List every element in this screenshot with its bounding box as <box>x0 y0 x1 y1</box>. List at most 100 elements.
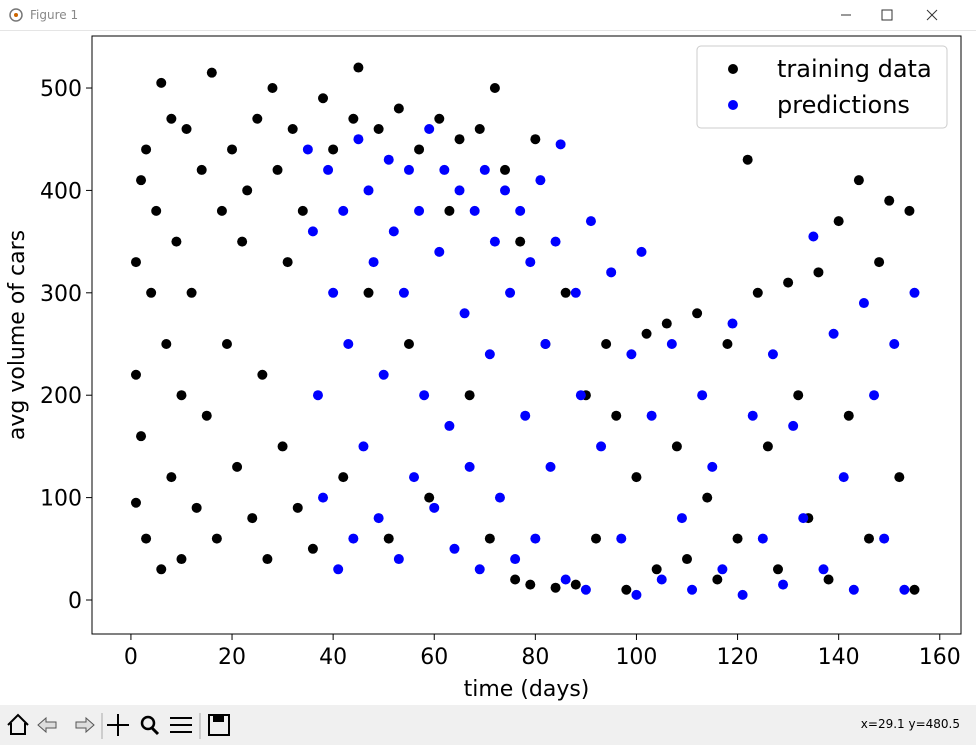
data-point <box>848 584 859 595</box>
data-point <box>454 134 465 145</box>
data-point <box>535 175 546 186</box>
data-point <box>237 236 248 247</box>
data-point <box>257 369 268 380</box>
data-point <box>403 164 414 175</box>
data-point <box>520 410 531 421</box>
data-point <box>479 164 490 175</box>
data-point <box>348 113 359 124</box>
data-point <box>651 564 662 575</box>
data-point <box>328 287 339 298</box>
data-point <box>383 154 394 165</box>
data-point <box>474 123 485 134</box>
data-point <box>737 589 748 600</box>
data-point <box>328 144 339 155</box>
data-point <box>307 226 318 237</box>
data-point <box>449 543 460 554</box>
data-point <box>560 287 571 298</box>
data-point <box>692 308 703 319</box>
x-tick-label: 120 <box>717 645 759 670</box>
window-title: Figure 1 <box>30 8 79 22</box>
y-tick-label: 300 <box>40 282 82 307</box>
toolbar-buttons[interactable] <box>0 705 240 745</box>
data-point <box>646 410 657 421</box>
legend-marker <box>728 64 738 74</box>
data-point <box>833 216 844 227</box>
data-point <box>439 164 450 175</box>
data-point <box>277 441 288 452</box>
data-point <box>130 369 141 380</box>
x-tick-label: 140 <box>818 645 860 670</box>
data-point <box>863 533 874 544</box>
data-point <box>585 216 596 227</box>
data-point <box>752 287 763 298</box>
data-point <box>424 492 435 503</box>
data-point <box>242 185 253 196</box>
data-point <box>474 564 485 575</box>
data-point <box>424 123 435 134</box>
x-tick-label: 20 <box>218 645 246 670</box>
data-point <box>666 339 677 350</box>
data-point <box>130 257 141 268</box>
data-point <box>373 513 384 524</box>
data-point <box>459 308 470 319</box>
data-point <box>444 420 455 431</box>
data-point <box>616 533 627 544</box>
data-point <box>858 298 869 309</box>
data-point <box>904 205 915 216</box>
data-point <box>484 533 495 544</box>
data-point <box>363 185 374 196</box>
plot-frame <box>91 35 962 635</box>
data-point <box>267 83 278 94</box>
data-point <box>843 410 854 421</box>
y-axis-label: avg volume of cars <box>5 230 30 440</box>
data-point <box>505 287 516 298</box>
data-point <box>388 226 399 237</box>
data-point <box>682 554 693 565</box>
data-point <box>626 349 637 360</box>
data-point <box>130 497 141 508</box>
data-point <box>732 533 743 544</box>
data-point <box>687 584 698 595</box>
data-point <box>191 502 202 513</box>
data-point <box>282 257 293 268</box>
data-point <box>838 472 849 483</box>
window-controls[interactable] <box>836 0 976 30</box>
data-point <box>525 257 536 268</box>
data-point <box>570 579 581 590</box>
data-point <box>368 257 379 268</box>
data-point <box>874 257 885 268</box>
data-point <box>489 236 500 247</box>
data-point <box>464 390 475 401</box>
data-point <box>292 502 303 513</box>
data-point <box>434 246 445 257</box>
legend-label: training data <box>777 55 932 83</box>
data-point <box>606 267 617 278</box>
data-point <box>201 410 212 421</box>
data-point <box>429 502 440 513</box>
legend-label: predictions <box>777 91 910 119</box>
data-point <box>383 533 394 544</box>
data-point <box>727 318 738 329</box>
data-point <box>722 339 733 350</box>
data-point <box>489 83 500 94</box>
data-point <box>899 584 910 595</box>
data-point <box>419 390 430 401</box>
data-point <box>555 139 566 150</box>
data-point <box>318 492 329 503</box>
x-tick-label: 160 <box>919 645 961 670</box>
data-point <box>378 369 389 380</box>
data-point <box>828 328 839 339</box>
data-point <box>141 533 152 544</box>
data-point <box>570 287 581 298</box>
data-point <box>403 339 414 350</box>
data-point <box>398 287 409 298</box>
data-point <box>338 205 349 216</box>
y-tick-label: 500 <box>40 77 82 102</box>
data-point <box>151 205 162 216</box>
data-point <box>697 390 708 401</box>
title-bar: Figure 1 <box>0 0 976 31</box>
data-point <box>312 390 323 401</box>
data-point <box>742 154 753 165</box>
data-point <box>333 564 344 575</box>
x-tick-label: 0 <box>124 645 138 670</box>
